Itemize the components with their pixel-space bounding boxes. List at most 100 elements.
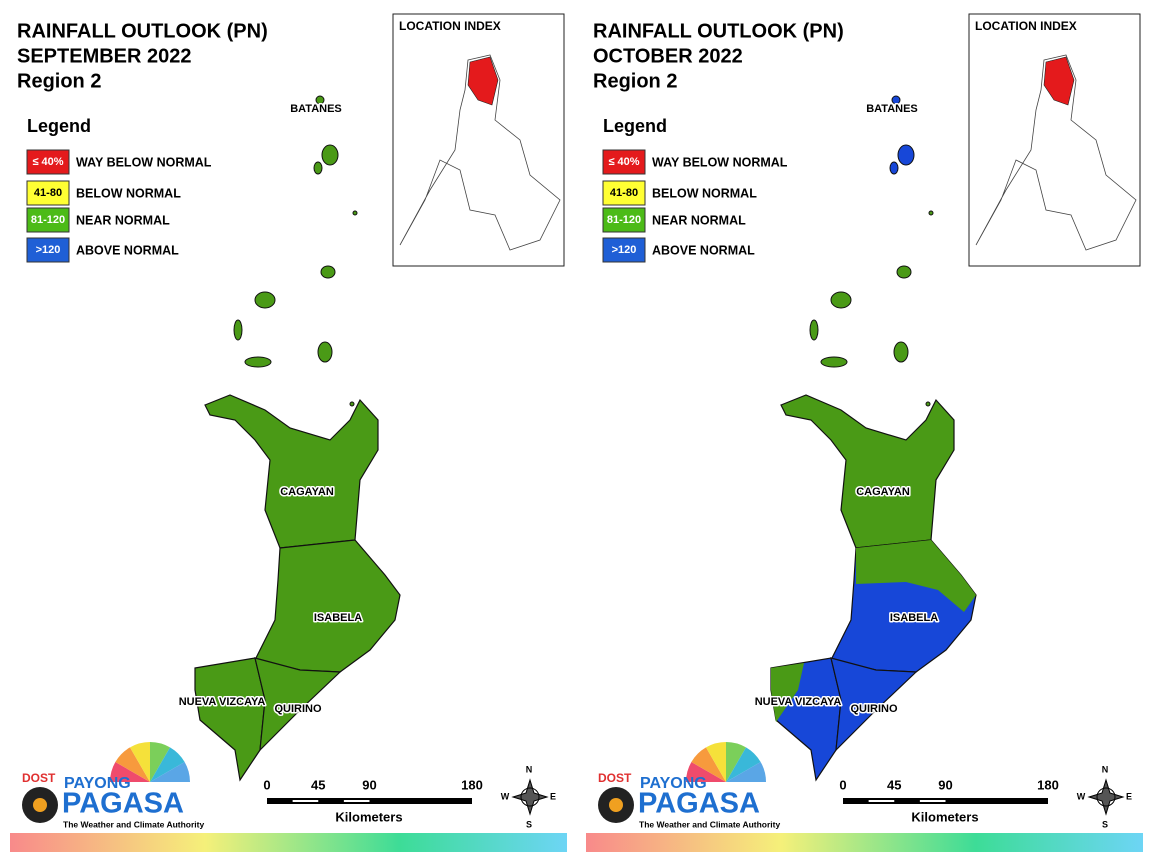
legend-label: WAY BELOW NORMAL — [76, 155, 212, 169]
island — [928, 210, 934, 216]
compass-letter: W — [1077, 791, 1086, 801]
island — [321, 144, 339, 166]
inset-title: LOCATION INDEX — [399, 19, 501, 33]
island — [830, 291, 852, 309]
province-label: CAGAYAN — [856, 486, 910, 498]
logo-agency: DOST — [22, 771, 56, 785]
legend-title: Legend — [27, 116, 91, 136]
panel: RAINFALL OUTLOOK (PN) SEPTEMBER 2022 Regio… — [10, 13, 567, 852]
island — [893, 341, 909, 363]
legend-range: 81-120 — [607, 214, 641, 226]
legend-range: >120 — [612, 244, 637, 256]
panel: RAINFALL OUTLOOK (PN) OCTOBER 2022 Region … — [586, 13, 1143, 852]
umbrella-panel — [726, 747, 761, 782]
island — [820, 356, 848, 368]
legend-label: NEAR NORMAL — [76, 213, 170, 227]
inset-title: LOCATION INDEX — [975, 19, 1077, 33]
province-label: BATANES — [866, 103, 918, 115]
province — [830, 657, 918, 752]
island — [896, 265, 912, 279]
province-label: QUIRINO — [850, 703, 898, 715]
scale-segment — [868, 800, 895, 802]
island — [352, 210, 358, 216]
scale-tick-label: 45 — [311, 777, 325, 792]
compass-letter: S — [526, 819, 532, 829]
province-label: ISABELA — [890, 612, 938, 624]
scale-unit: Kilometers — [911, 809, 978, 824]
scale-tick-label: 90 — [938, 777, 952, 792]
inset-frame — [968, 13, 1141, 267]
title-line: RAINFALL OUTLOOK (PN) — [17, 20, 268, 42]
logo-seal-core — [33, 798, 47, 812]
umbrella-panel — [150, 762, 190, 782]
legend-swatch — [26, 149, 70, 175]
scale-segment — [292, 800, 319, 802]
province — [204, 394, 379, 549]
umbrella-panel — [706, 742, 726, 782]
compass-ring — [1096, 787, 1116, 807]
scale-unit: Kilometers — [335, 809, 402, 824]
title-line: SEPTEMBER 2022 — [17, 45, 192, 67]
legend-title: Legend — [603, 116, 667, 136]
compass-letter: N — [1102, 764, 1109, 774]
legend-label: ABOVE NORMAL — [76, 243, 179, 257]
legend-range: ≤ 40% — [32, 156, 63, 168]
island — [891, 95, 901, 105]
title-line: RAINFALL OUTLOOK (PN) — [593, 20, 844, 42]
umbrella-panel — [726, 762, 766, 782]
island — [349, 401, 355, 407]
province-part — [856, 540, 976, 612]
island — [889, 161, 899, 175]
legend-range: 41-80 — [34, 187, 62, 199]
province — [254, 657, 342, 752]
island — [315, 95, 325, 105]
inset-frame — [392, 13, 565, 267]
province-label: CAGAYAN — [280, 486, 334, 498]
legend-range: 81-120 — [31, 214, 65, 226]
scale-tick-label: 0 — [839, 777, 846, 792]
legend-swatch — [602, 207, 646, 233]
island — [254, 291, 276, 309]
logo-tagline: The Weather and Climate Authority — [63, 819, 204, 829]
inset-region — [1043, 56, 1075, 106]
title-line: OCTOBER 2022 — [593, 45, 743, 67]
island — [897, 144, 915, 166]
scale-tick-label: 180 — [1037, 777, 1059, 792]
title-line: Region 2 — [593, 70, 677, 92]
compass-letter: E — [1126, 791, 1132, 801]
legend-swatch — [26, 237, 70, 263]
umbrella-panel — [150, 747, 185, 782]
legend-label: ABOVE NORMAL — [652, 243, 755, 257]
island — [233, 319, 243, 341]
legend-label: NEAR NORMAL — [652, 213, 746, 227]
province-label: NUEVA VIZCAYA — [179, 696, 266, 708]
umbrella-panel — [686, 762, 726, 782]
scale-segment — [343, 800, 370, 802]
legend-range: >120 — [36, 244, 61, 256]
legend-range: ≤ 40% — [608, 156, 639, 168]
logo-agency: DOST — [598, 771, 632, 785]
umbrella-panel — [130, 742, 150, 782]
compass-letter: S — [1102, 819, 1108, 829]
province-label: BATANES — [290, 103, 342, 115]
umbrella-panel — [150, 742, 170, 782]
scale-tick-label: 180 — [461, 777, 483, 792]
legend-swatch — [602, 180, 646, 206]
footer-bar — [10, 833, 567, 852]
compass-letter: E — [550, 791, 556, 801]
province-label: QUIRINO — [274, 703, 322, 715]
province — [254, 539, 401, 673]
legend-swatch — [26, 207, 70, 233]
island — [809, 319, 819, 341]
legend-swatch — [26, 180, 70, 206]
inset-outline — [399, 54, 561, 251]
logo-name: PAGASA — [638, 788, 760, 820]
island — [925, 401, 931, 407]
province-part — [771, 663, 804, 722]
footer-bar — [586, 833, 1143, 852]
umbrella-panel — [691, 747, 726, 782]
scale-tick-label: 0 — [263, 777, 270, 792]
title-line: Region 2 — [17, 70, 101, 92]
legend-swatch — [602, 237, 646, 263]
